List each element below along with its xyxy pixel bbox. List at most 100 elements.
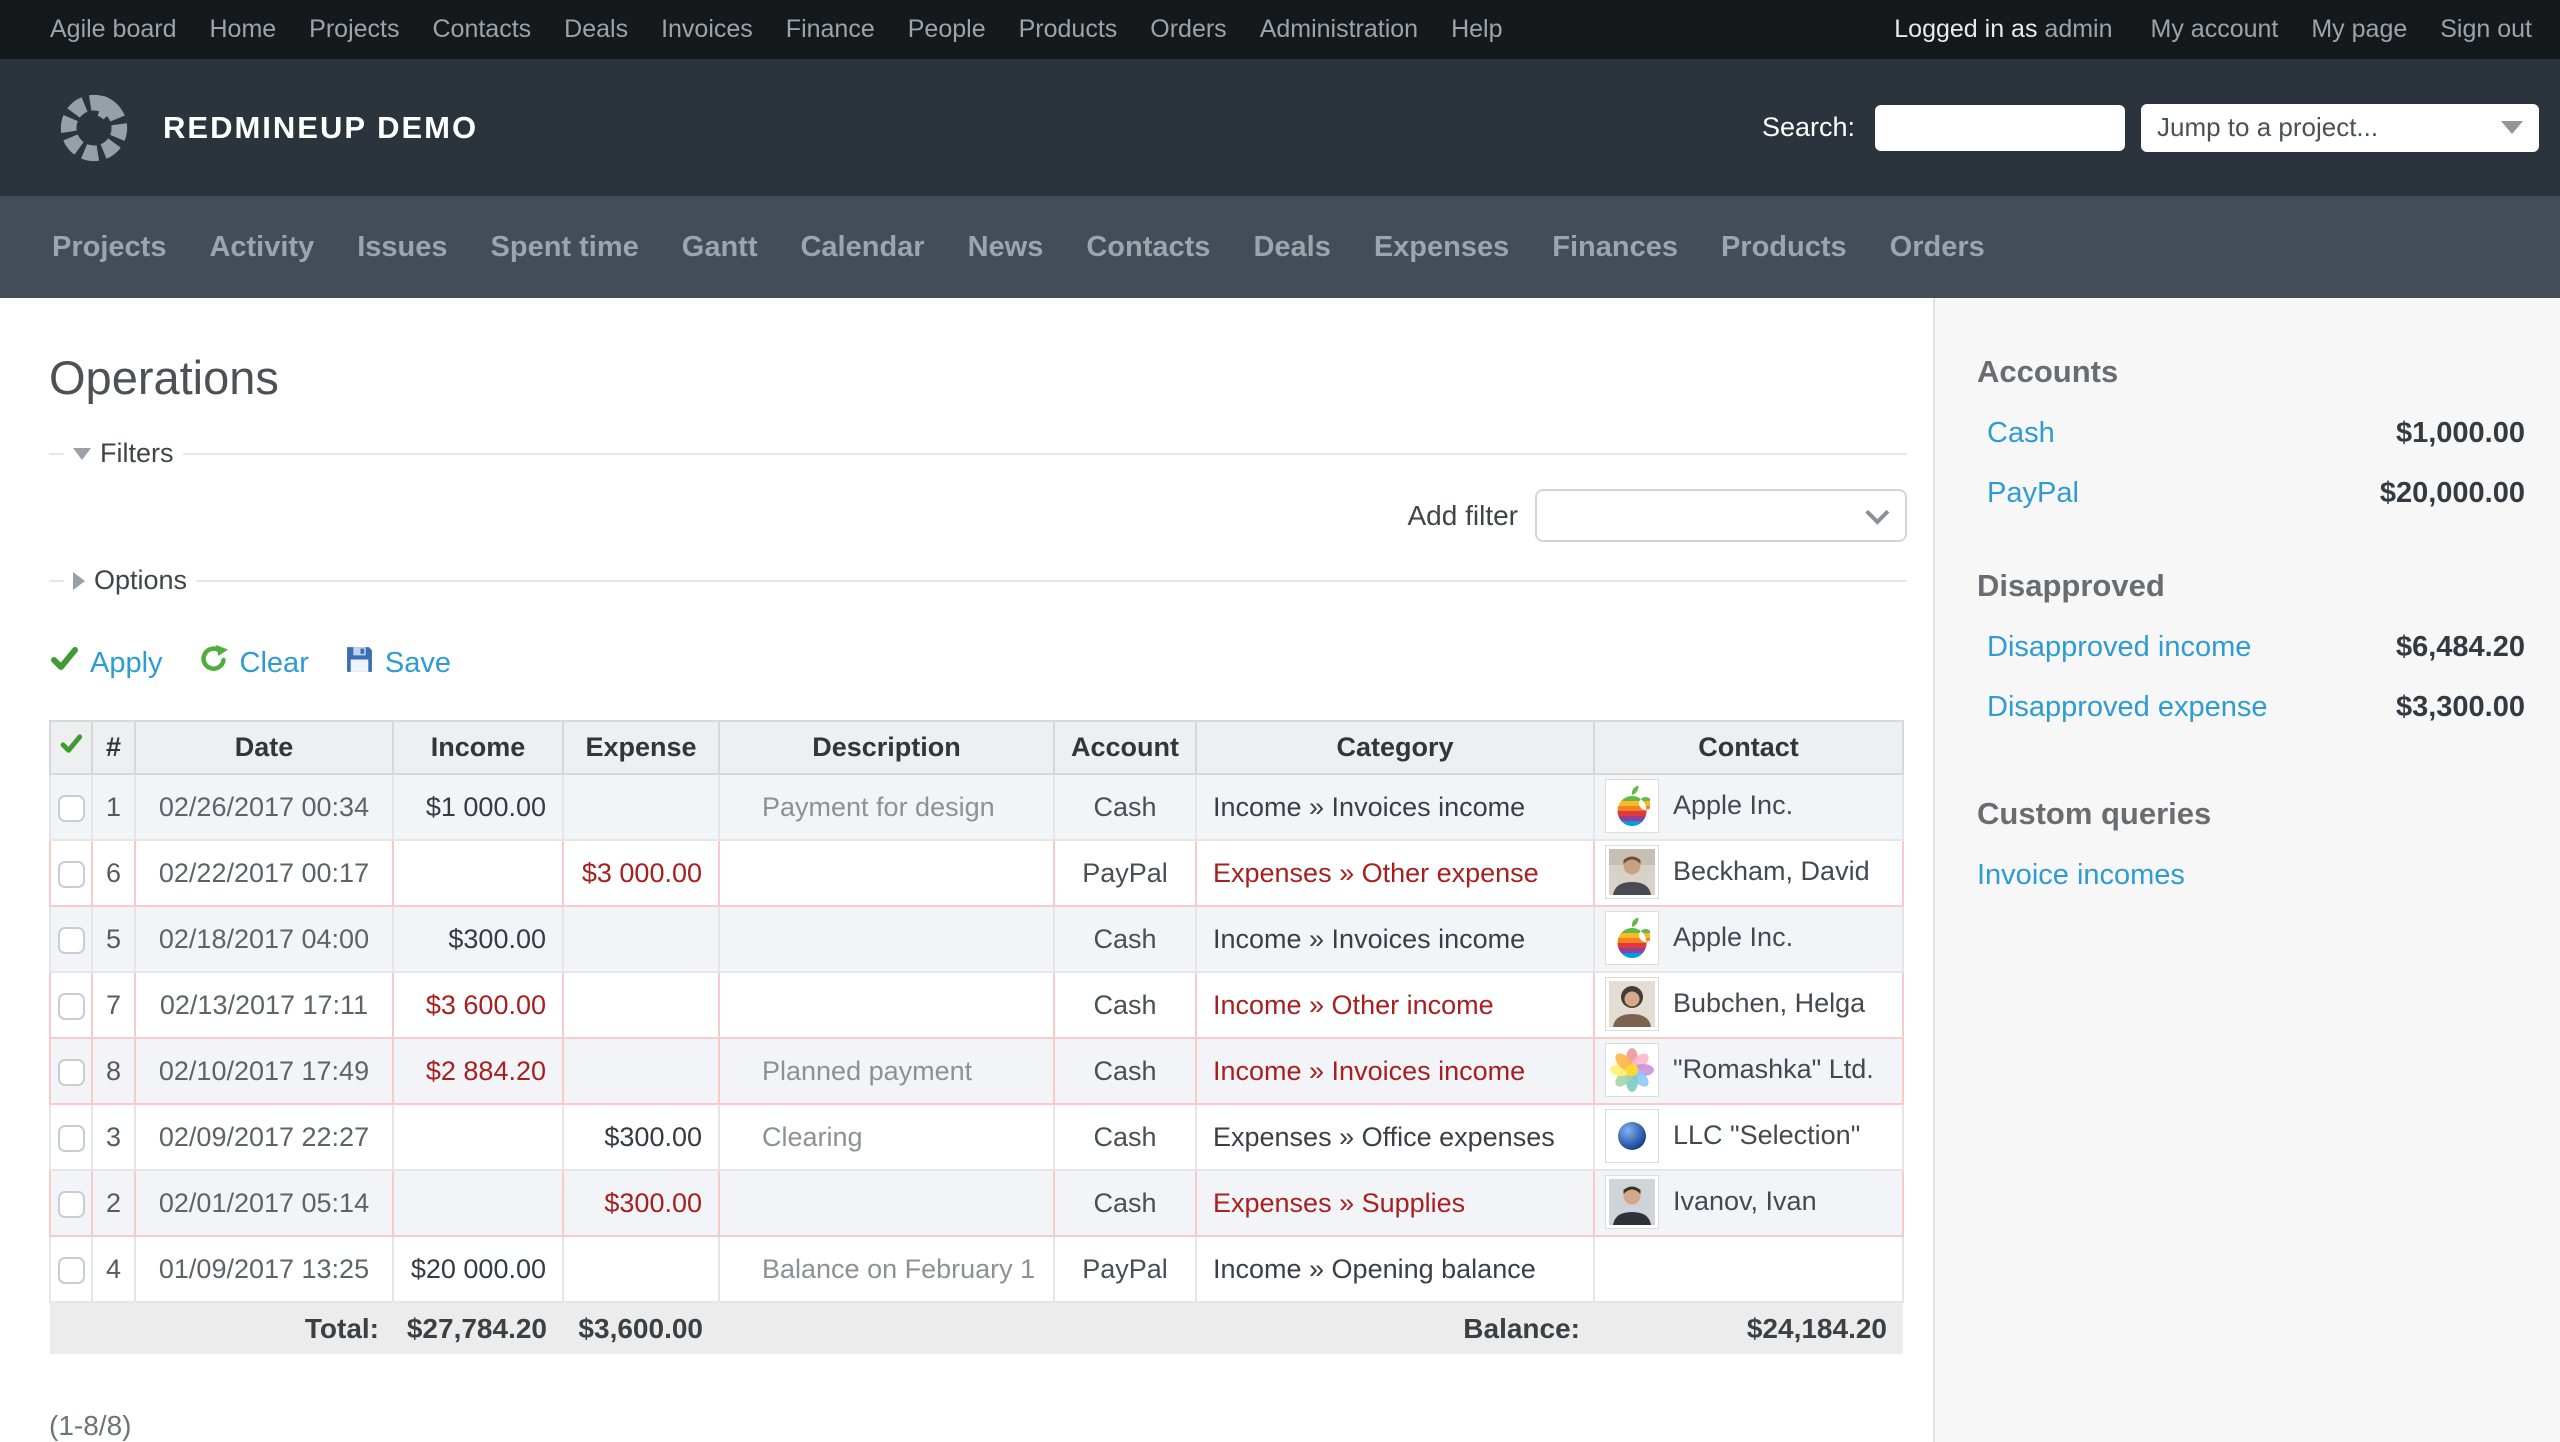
topbar-item-deals[interactable]: Deals: [564, 15, 629, 43]
contact-cell: [1593, 1235, 1904, 1303]
nav-item-contacts[interactable]: Contacts: [1086, 230, 1211, 263]
description-cell: Balance on February 1: [718, 1235, 1055, 1303]
nav-item-activity[interactable]: Activity: [209, 230, 315, 263]
income-cell: [392, 839, 564, 907]
operations-table: # Date Income Expense Description Account Cate…: [49, 720, 1904, 1354]
project-jump-select[interactable]: Jump to a project...: [2141, 103, 2539, 152]
segmented-ring-logo-icon: [55, 89, 133, 167]
options-legend[interactable]: Options: [94, 565, 188, 595]
sidebar-item: Disapproved income $6,484.20: [1977, 631, 2525, 664]
topbar-item-help[interactable]: Help: [1451, 15, 1503, 43]
checkbox-cell: [49, 1103, 93, 1171]
collapse-arrow-down-icon[interactable]: [73, 447, 91, 460]
account-cell: Cash: [1053, 1037, 1197, 1105]
category-cell: Income » Opening balance: [1195, 1235, 1595, 1303]
nav-item-spent-time[interactable]: Spent time: [490, 230, 639, 263]
nav-item-projects[interactable]: Projects: [52, 230, 167, 263]
contact-link[interactable]: Apple Inc.: [1605, 910, 1794, 965]
add-filter-select[interactable]: [1535, 489, 1907, 542]
nav-item-expenses[interactable]: Expenses: [1373, 230, 1510, 263]
contact-name: "Romashka" Ltd.: [1673, 1054, 1874, 1084]
contact-cell: Bubchen, Helga: [1593, 971, 1904, 1039]
topbar-item-agile-board[interactable]: Agile board: [50, 15, 177, 43]
topbar-item-projects[interactable]: Projects: [309, 15, 400, 43]
account-cell: PayPal: [1053, 839, 1197, 907]
topbar-item-my-account[interactable]: My account: [2150, 15, 2279, 43]
account-cell: PayPal: [1053, 1235, 1197, 1303]
apply-button[interactable]: Apply: [49, 644, 163, 682]
nav-item-news[interactable]: News: [967, 230, 1044, 263]
sidebar-item: Cash $1,000.00: [1977, 417, 2525, 450]
nav-item-orders[interactable]: Orders: [1889, 230, 1985, 263]
income-cell: [392, 1103, 564, 1171]
table-row: 3 02/09/2017 22:27 $300.00 Clearing Cash Expe…: [49, 1103, 1904, 1171]
column-header-expense[interactable]: Expense: [562, 720, 720, 775]
contact-name: Ivanov, Ivan: [1673, 1186, 1817, 1216]
logged-in-user-link[interactable]: admin: [2044, 15, 2113, 43]
filters-legend[interactable]: Filters: [100, 438, 174, 468]
contact-name: Apple Inc.: [1673, 922, 1794, 952]
row-checkbox[interactable]: [57, 1256, 85, 1284]
column-header-date[interactable]: Date: [134, 720, 394, 775]
nav-item-gantt[interactable]: Gantt: [681, 230, 758, 263]
topbar-item-people[interactable]: People: [907, 15, 986, 43]
column-header-[interactable]: #: [91, 720, 136, 775]
column-header-account[interactable]: Account: [1053, 720, 1197, 775]
contact-link[interactable]: Ivanov, Ivan: [1605, 1174, 1817, 1229]
save-label: Save: [384, 646, 451, 679]
nav-item-issues[interactable]: Issues: [357, 230, 448, 263]
topbar-item-invoices[interactable]: Invoices: [661, 15, 753, 43]
nav-item-finances[interactable]: Finances: [1552, 230, 1678, 263]
contact-link[interactable]: LLC "Selection": [1605, 1108, 1860, 1163]
add-filter-row: Add filter: [49, 489, 1907, 542]
sidebar-link-disapproved-income[interactable]: Disapproved income: [1987, 631, 2252, 663]
topbar-item-orders[interactable]: Orders: [1150, 15, 1227, 43]
row-checkbox[interactable]: [57, 1190, 85, 1218]
topbar-item-finance[interactable]: Finance: [785, 15, 875, 43]
contact-link[interactable]: Bubchen, Helga: [1605, 976, 1866, 1031]
contact-name: Bubchen, Helga: [1673, 988, 1866, 1018]
sidebar-link-disapproved-expense[interactable]: Disapproved expense: [1987, 691, 2268, 723]
column-header-income[interactable]: Income: [392, 720, 564, 775]
row-checkbox[interactable]: [57, 926, 85, 954]
topbar-item-home[interactable]: Home: [209, 15, 277, 43]
photo-woman-avatar: [1605, 976, 1659, 1031]
contact-cell: Ivanov, Ivan: [1593, 1169, 1904, 1237]
save-button[interactable]: Save: [345, 645, 451, 682]
row-checkbox[interactable]: [57, 1124, 85, 1152]
topbar-item-my-page[interactable]: My page: [2311, 15, 2408, 43]
nav-item-products[interactable]: Products: [1720, 230, 1847, 263]
sidebar-link-cash[interactable]: Cash: [1987, 417, 2055, 449]
clear-button[interactable]: Clear: [199, 644, 309, 682]
sidebar-item: PayPal $20,000.00: [1977, 477, 2525, 510]
sidebar-link-invoice-incomes[interactable]: Invoice incomes: [1977, 859, 2185, 891]
column-header-category[interactable]: Category: [1195, 720, 1595, 775]
expense-cell: $3 000.00: [562, 839, 720, 907]
contact-link[interactable]: Apple Inc.: [1605, 778, 1793, 833]
sidebar-sections: Accounts Cash $1,000.00 PayPal $20,000.00 Dis…: [1977, 354, 2525, 892]
row-checkbox[interactable]: [57, 992, 85, 1020]
topbar-item-administration[interactable]: Administration: [1259, 15, 1419, 43]
page-title: Operations: [49, 351, 279, 404]
topbar-item-contacts[interactable]: Contacts: [432, 15, 532, 43]
contact-link[interactable]: Beckham, David: [1605, 844, 1870, 899]
category-cell: Expenses » Office expenses: [1195, 1103, 1595, 1171]
topbar-item-products[interactable]: Products: [1018, 15, 1118, 43]
row-checkbox[interactable]: [57, 1058, 85, 1086]
clear-label: Clear: [239, 646, 309, 679]
row-checkbox[interactable]: [57, 794, 85, 822]
contact-link[interactable]: "Romashka" Ltd.: [1605, 1042, 1874, 1097]
nav-item-deals[interactable]: Deals: [1253, 230, 1331, 263]
account-cell: Cash: [1053, 1103, 1197, 1171]
sidebar-link-paypal[interactable]: PayPal: [1987, 477, 2079, 509]
search-input[interactable]: [1875, 104, 2125, 151]
column-header-contact[interactable]: Contact: [1593, 720, 1904, 775]
collapse-arrow-right-icon[interactable]: [73, 571, 85, 590]
table-footer-row: Total: $27,784.20 $3,600.00 Balance: $24…: [50, 1302, 1903, 1354]
income-cell: [392, 1169, 564, 1237]
row-checkbox[interactable]: [57, 860, 85, 888]
nav-item-calendar[interactable]: Calendar: [800, 230, 925, 263]
topbar-item-sign-out[interactable]: Sign out: [2440, 15, 2532, 43]
column-header-description[interactable]: Description: [718, 720, 1055, 775]
date-cell: 02/26/2017 00:34: [134, 773, 394, 841]
